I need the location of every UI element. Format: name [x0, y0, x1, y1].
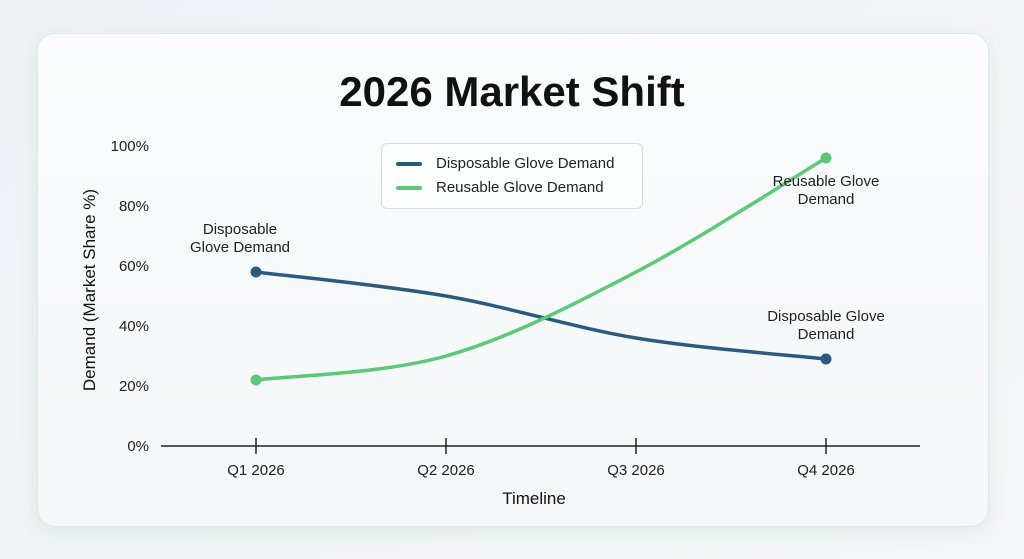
x-tick-label: Q2 2026	[417, 462, 475, 479]
legend-item-reusable: Reusable Glove Demand	[396, 179, 604, 196]
legend-item-disposable: Disposable Glove Demand	[396, 155, 614, 172]
series-line-disposable	[254, 270, 828, 361]
data-point	[250, 266, 262, 278]
chart-title: 2026 Market Shift	[339, 68, 685, 115]
legend: Disposable Glove Demand Reusable Glove D…	[381, 143, 643, 209]
data-point	[250, 374, 262, 386]
x-tick-label: Q4 2026	[797, 462, 855, 479]
legend-swatch-disposable	[396, 161, 422, 166]
chart-card	[37, 33, 989, 527]
legend-label: Reusable Glove Demand	[436, 179, 604, 196]
data-label: Reusable Glove Demand	[773, 173, 880, 208]
y-tick-label: 0%	[127, 438, 149, 455]
data-point	[820, 152, 832, 164]
x-tick-label: Q3 2026	[607, 462, 665, 479]
data-label: Disposable Glove Demand	[767, 308, 885, 343]
y-tick-label: 80%	[119, 198, 149, 215]
legend-label: Disposable Glove Demand	[436, 155, 615, 172]
x-tick-label: Q1 2026	[227, 462, 285, 479]
y-tick-label: 20%	[119, 378, 149, 395]
x-axis-label: Timeline	[502, 489, 566, 508]
legend-swatch-reusable	[396, 185, 422, 190]
y-tick-label: 100%	[111, 138, 149, 155]
y-tick-label: 60%	[119, 258, 149, 275]
data-point	[820, 353, 832, 365]
data-label: Disposable Glove Demand	[190, 221, 290, 256]
y-axis-label: Demand (Market Share %)	[80, 189, 99, 391]
y-tick-label: 40%	[119, 318, 149, 335]
series-line-reusable	[254, 156, 828, 382]
